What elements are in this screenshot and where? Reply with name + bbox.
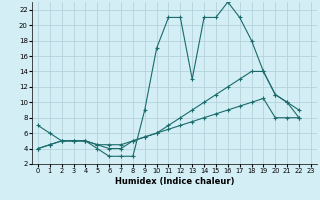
X-axis label: Humidex (Indice chaleur): Humidex (Indice chaleur) — [115, 177, 234, 186]
